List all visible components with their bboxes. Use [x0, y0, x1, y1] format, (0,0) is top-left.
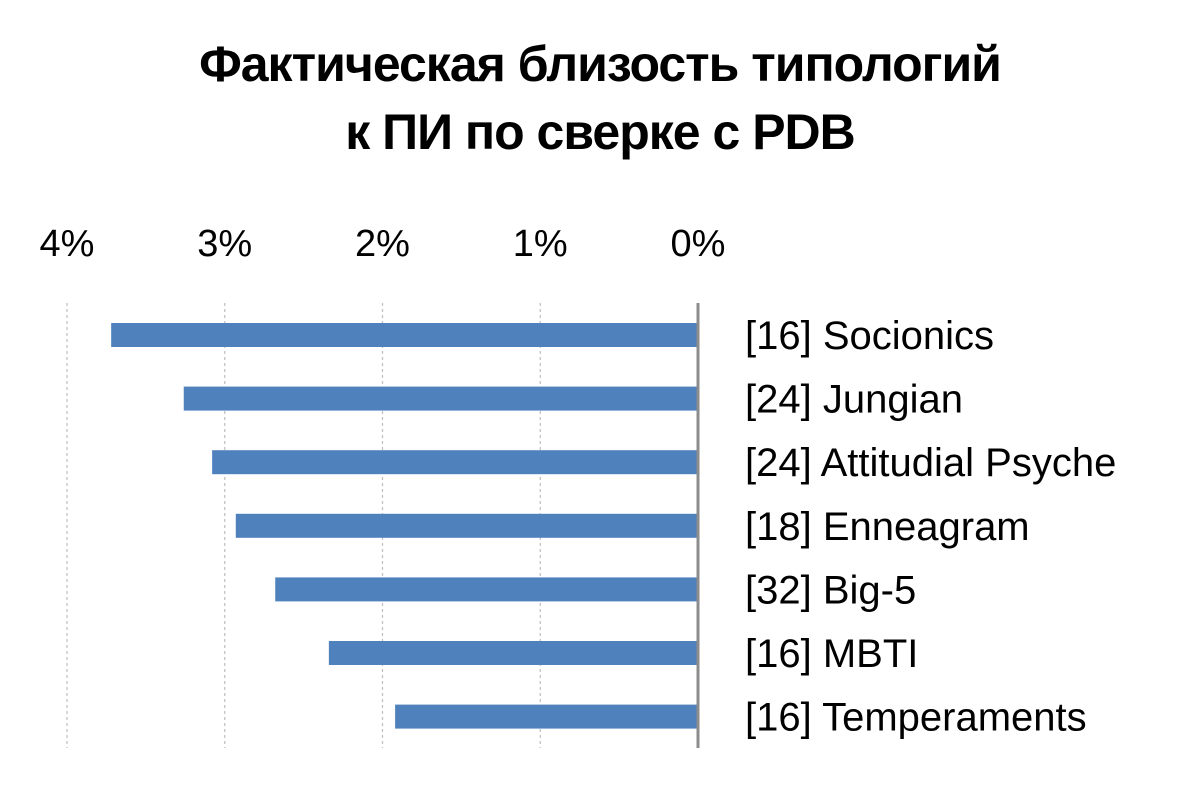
- category-label: [16] Temperaments: [745, 696, 1087, 740]
- chart-title-line-1: Фактическая близость типологий: [199, 36, 1002, 92]
- category-label: [24] Jungian: [745, 378, 963, 422]
- bar: [235, 513, 699, 538]
- bar: [395, 704, 698, 729]
- category-label: [16] MBTI: [745, 632, 918, 676]
- x-tick-label: 3%: [197, 223, 252, 265]
- category-labels: [16] Socionics [24] Jungian [24] Attitudia…: [745, 314, 1116, 740]
- category-label: [18] Enneagram: [745, 505, 1030, 549]
- x-tick-label: 0%: [671, 223, 726, 265]
- bar: [111, 323, 699, 347]
- bar: [212, 450, 698, 475]
- chart-title: Фактическая близость типологий к ПИ по с…: [0, 30, 1200, 166]
- x-tick-label: 4%: [40, 223, 95, 265]
- bar: [328, 641, 698, 665]
- bars: [111, 323, 699, 729]
- category-label: [16] Socionics: [745, 314, 994, 358]
- chart-title-line-2: к ПИ по сверке с PDB: [345, 104, 856, 160]
- x-axis-tick-labels: 4% 3% 2% 1% 0%: [40, 223, 726, 265]
- bar: [183, 386, 699, 411]
- category-label: [32] Big-5: [745, 568, 916, 612]
- x-tick-label: 1%: [513, 223, 568, 265]
- category-label: [24] Attitudial Psyche: [745, 441, 1116, 485]
- x-tick-label: 2%: [355, 223, 410, 265]
- bar: [275, 577, 698, 602]
